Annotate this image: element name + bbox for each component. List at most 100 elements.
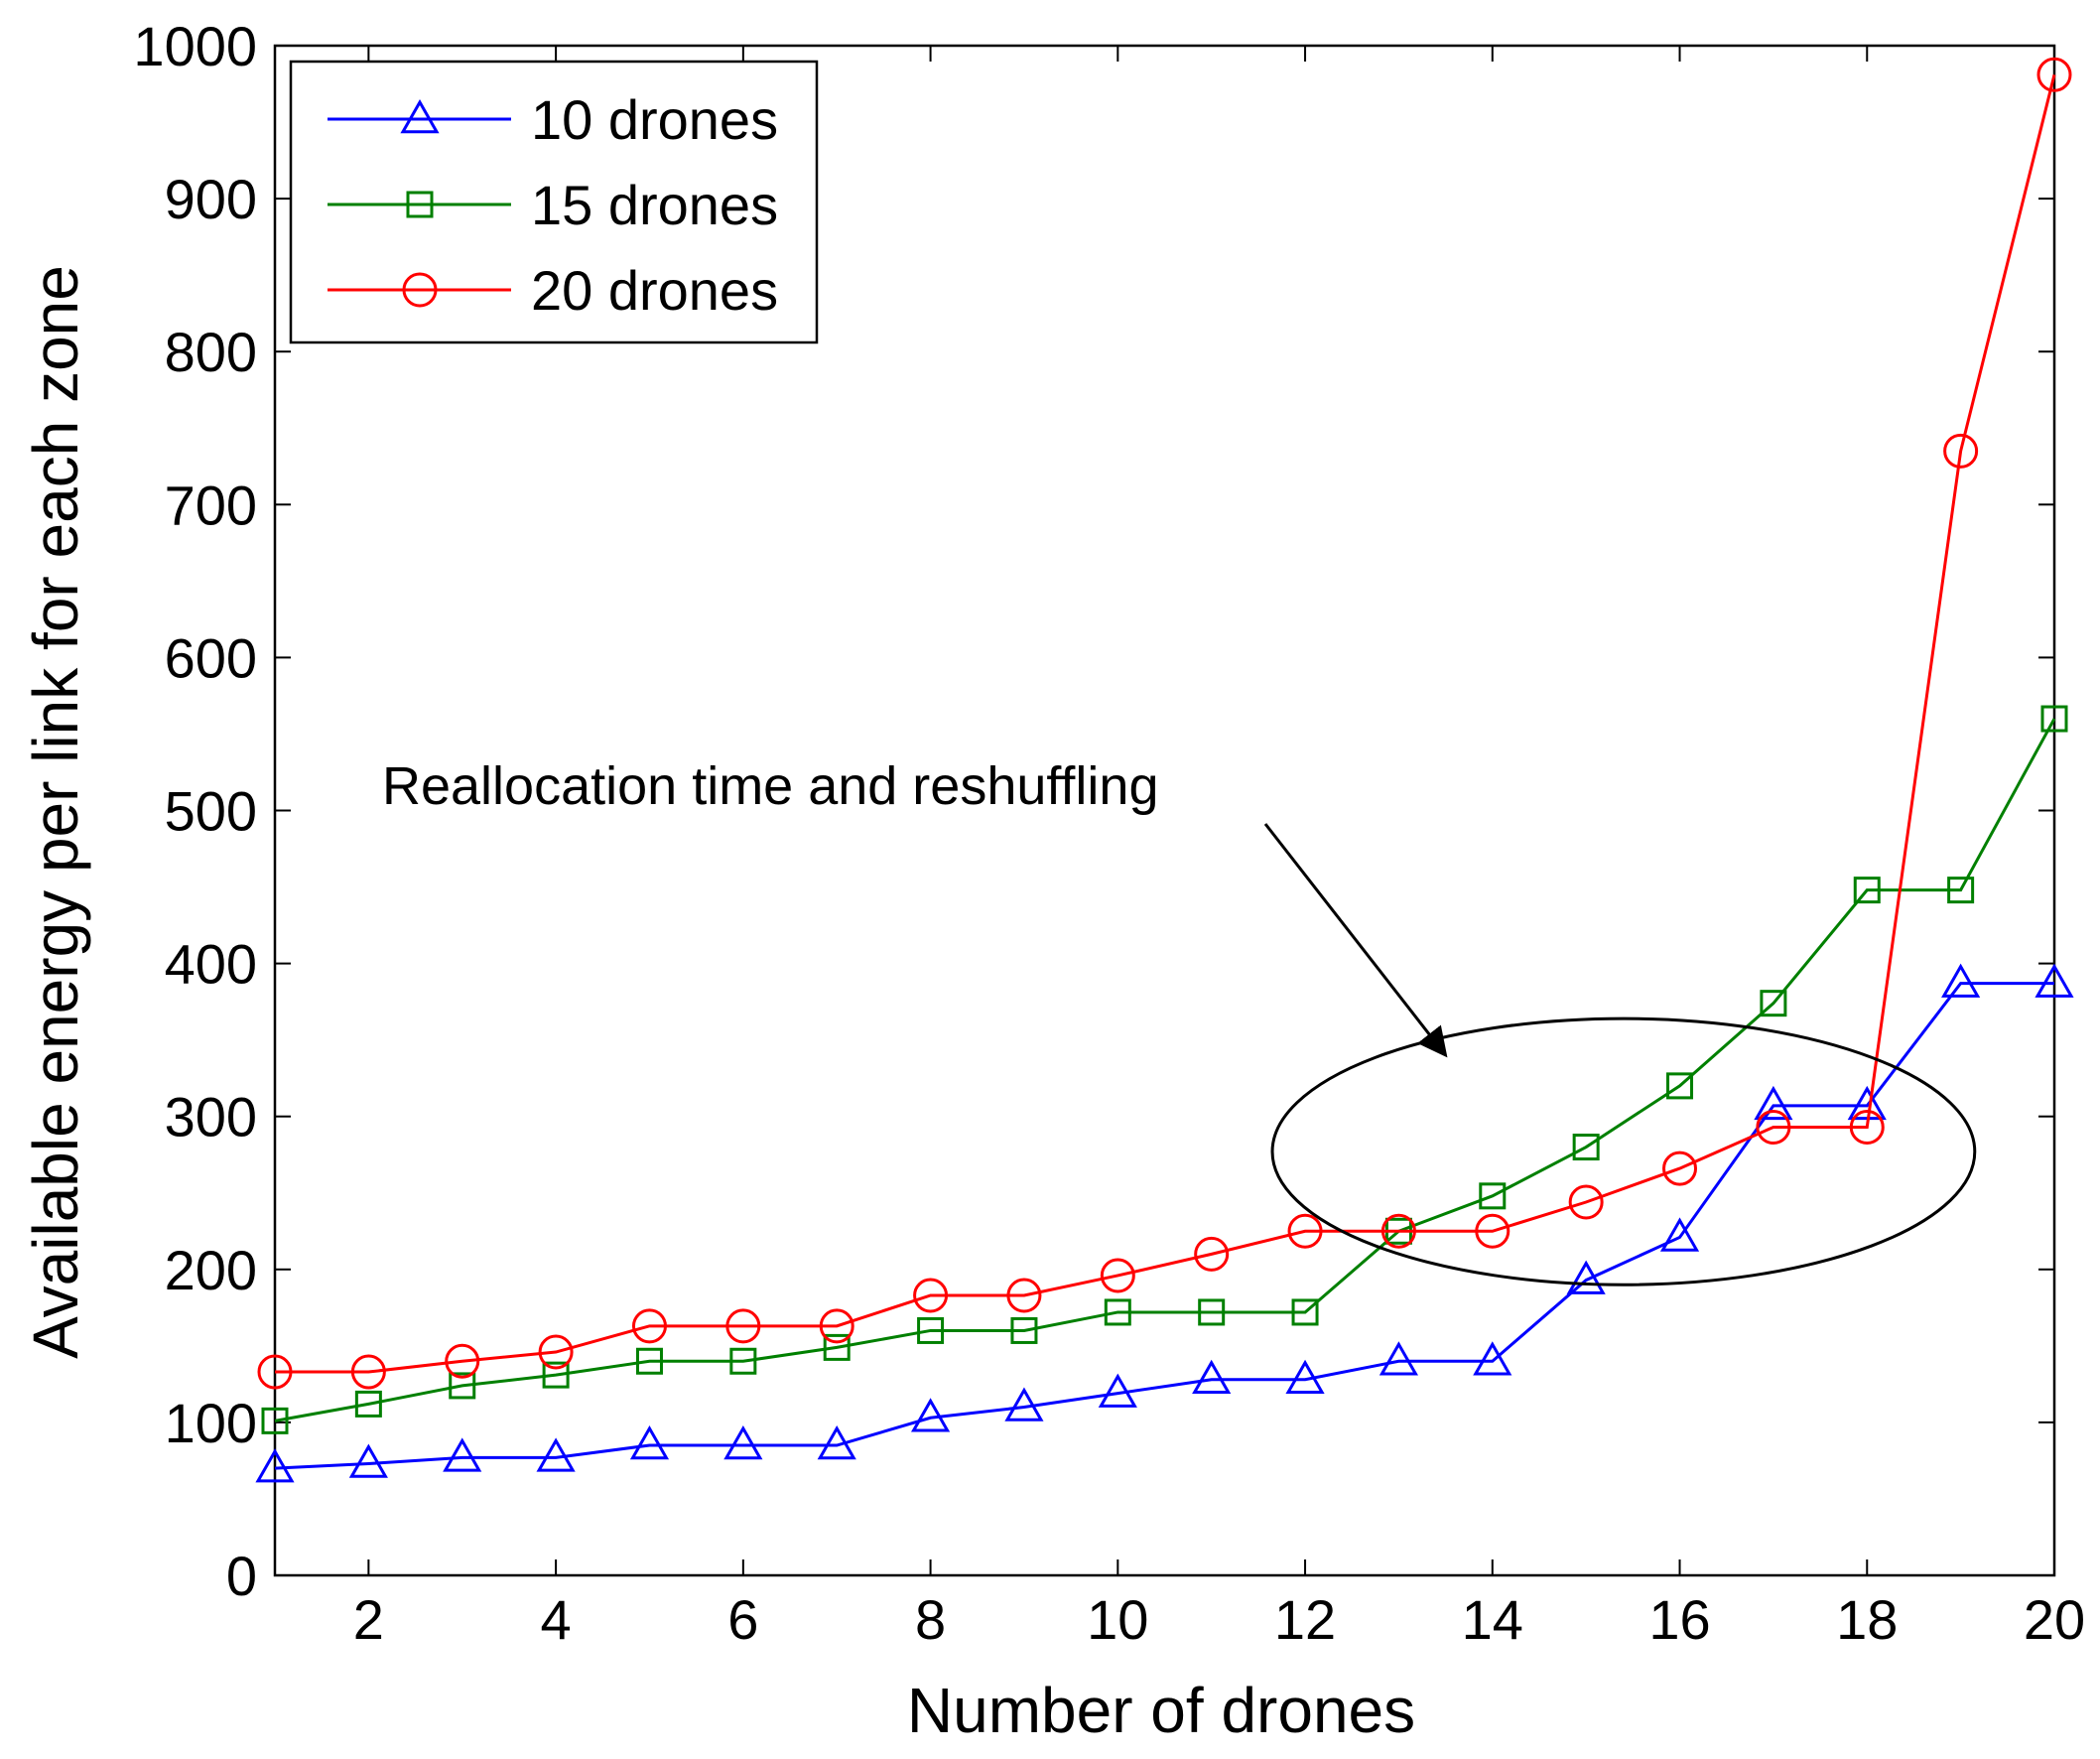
data-point: [1943, 433, 1979, 469]
data-point: [723, 1424, 763, 1460]
x-tick-label: 16: [1648, 1588, 1710, 1651]
data-point: [913, 1278, 949, 1313]
y-tick-label: 800: [165, 321, 257, 383]
data-point: [1756, 1109, 1791, 1145]
data-point: [1006, 1278, 1042, 1313]
legend-label: 20 drones: [531, 259, 778, 322]
data-point: [1947, 877, 1975, 904]
data-point: [917, 1316, 945, 1344]
annotation-text: Reallocation time and reshuffling: [382, 756, 1158, 816]
y-tick-label: 400: [165, 933, 257, 996]
data-point: [1666, 1072, 1694, 1100]
series-20-drones: [257, 57, 2072, 1390]
y-tick-label: 1000: [133, 15, 257, 77]
data-point: [538, 1334, 574, 1370]
legend-entry: 10 drones: [328, 88, 778, 151]
data-point: [261, 1407, 289, 1434]
series-10-drones: [255, 963, 2074, 1483]
y-tick-label: 200: [165, 1239, 257, 1301]
legend-marker: [402, 272, 438, 308]
y-tick-label: 100: [165, 1392, 257, 1454]
data-point: [910, 1398, 951, 1432]
data-point: [1100, 1258, 1135, 1293]
data-point: [1941, 963, 1981, 998]
annotation-arrow: [1263, 823, 1448, 1058]
data-point: [725, 1308, 761, 1344]
data-point: [1287, 1213, 1323, 1249]
y-tick-label: 500: [165, 780, 257, 843]
data-point: [1754, 1085, 1793, 1121]
series-15-drones: [261, 705, 2068, 1434]
data-point: [1194, 1236, 1230, 1272]
data-point: [443, 1437, 482, 1472]
data-point: [354, 1390, 382, 1418]
data-point: [1475, 1213, 1510, 1249]
data-point: [542, 1361, 570, 1389]
legend-box: [289, 60, 819, 344]
data-point: [823, 1333, 851, 1361]
legend-label: 10 drones: [531, 88, 778, 151]
annotation-ellipse: [1270, 1016, 1977, 1286]
x-tick-label: 2: [353, 1588, 384, 1651]
data-point: [635, 1347, 663, 1375]
data-point: [1380, 1213, 1416, 1249]
y-tick-label: 900: [165, 168, 257, 230]
data-point: [819, 1308, 854, 1344]
data-point: [1004, 1387, 1044, 1421]
data-point: [1198, 1298, 1226, 1326]
data-point: [1378, 1341, 1419, 1376]
legend-label: 15 drones: [531, 174, 778, 236]
data-point: [1010, 1316, 1038, 1344]
data-point: [350, 1354, 386, 1390]
data-point: [631, 1308, 667, 1344]
data-point: [1568, 1184, 1604, 1220]
data-point: [1104, 1298, 1131, 1326]
ticks-layer: 0 100 200 300 400 500 600 700 800 900 1000 2 4 6 8 10 12…: [133, 15, 2085, 1651]
x-axis-label: Number of drones: [907, 1675, 1415, 1746]
series-line: [274, 982, 2054, 1470]
data-point: [1291, 1298, 1319, 1326]
data-point: [255, 1448, 295, 1483]
legend: 10 drones 15 drones 20 drones: [289, 60, 819, 344]
data-point: [1098, 1373, 1137, 1408]
data-point: [2040, 705, 2068, 733]
x-tick-label: 8: [915, 1588, 946, 1651]
data-point: [1479, 1182, 1507, 1210]
x-tick-label: 18: [1836, 1588, 1898, 1651]
data-point: [1192, 1359, 1232, 1395]
y-tick-label: 0: [226, 1545, 257, 1607]
y-tick-label: 700: [165, 474, 257, 536]
data-point: [1662, 1150, 1698, 1186]
data-point: [449, 1372, 476, 1400]
series-line: [274, 718, 2056, 1422]
y-tick-label: 600: [165, 626, 257, 689]
data-point: [1473, 1341, 1512, 1376]
legend-entry: 15 drones: [328, 174, 778, 236]
data-point: [1659, 1217, 1700, 1252]
data-point: [1572, 1134, 1600, 1161]
legend-marker: [406, 191, 434, 218]
x-tick-label: 10: [1087, 1588, 1148, 1651]
x-tick-label: 20: [2024, 1588, 2085, 1651]
data-point: [817, 1424, 856, 1460]
data-point: [1760, 990, 1787, 1017]
annotation-layer: Reallocation time and reshuffling: [382, 756, 1977, 1286]
y-axis-label: Available energy per link for each zone: [20, 265, 91, 1359]
data-point: [1285, 1359, 1325, 1395]
data-point: [729, 1347, 757, 1375]
data-point: [1849, 1109, 1885, 1145]
y-tick-label: 300: [165, 1086, 257, 1149]
x-tick-label: 12: [1274, 1588, 1336, 1651]
data-point: [445, 1343, 480, 1379]
data-point: [629, 1424, 670, 1460]
data-point: [257, 1354, 293, 1390]
data-point: [2034, 963, 2074, 998]
data-point: [1566, 1260, 1606, 1294]
x-tick-label: 6: [727, 1588, 758, 1651]
series-layer: [255, 57, 2074, 1483]
legend-entry: 20 drones: [328, 259, 778, 322]
x-tick-label: 4: [541, 1588, 572, 1651]
data-point: [536, 1437, 576, 1472]
